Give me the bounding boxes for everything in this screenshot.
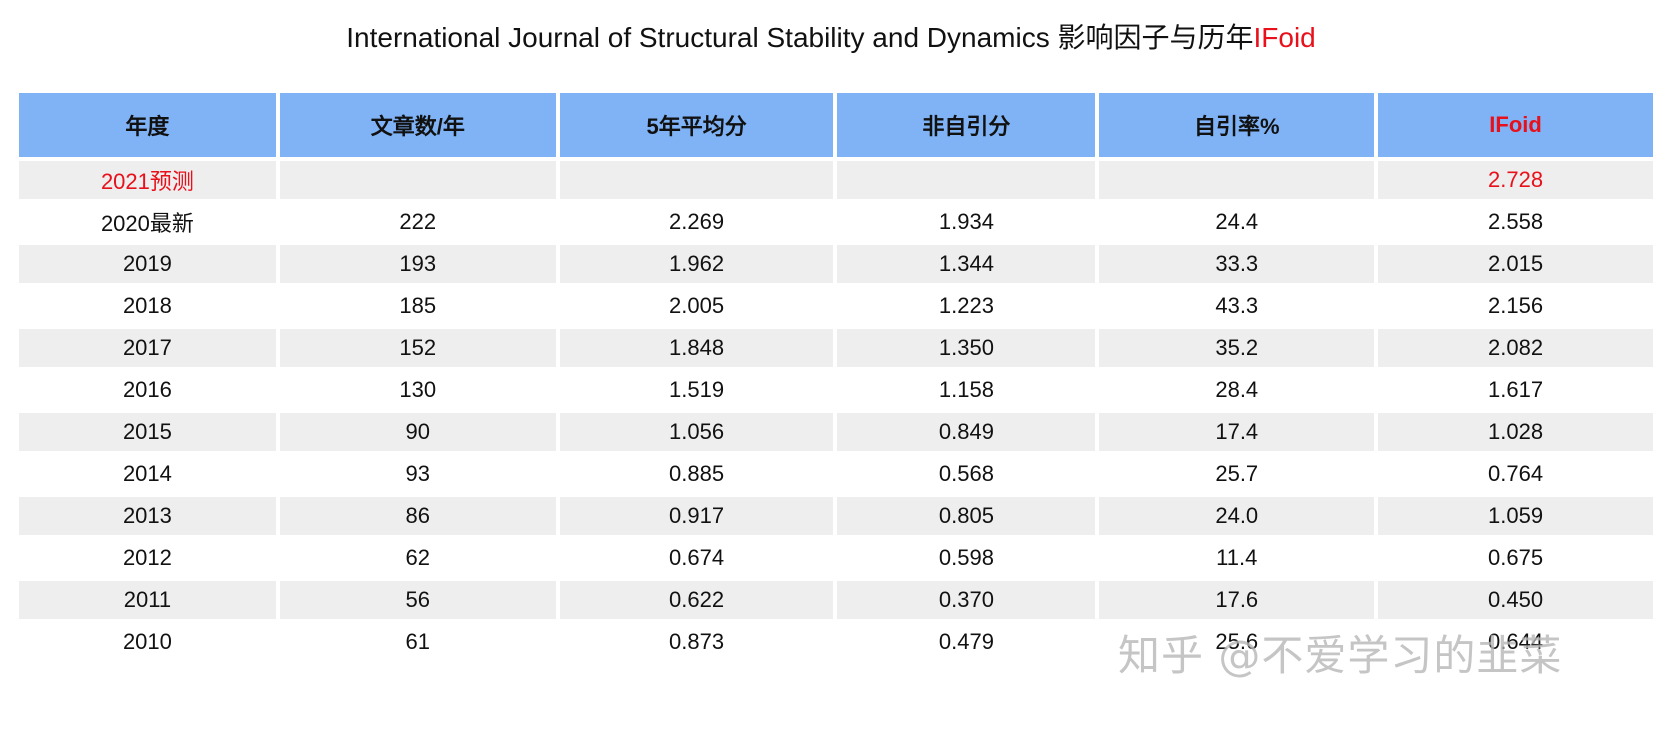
cell-articles: 130 — [275, 367, 560, 413]
cell-5yr-avg: 1.962 — [555, 241, 838, 287]
cell-articles: 185 — [275, 283, 560, 329]
cell-non-self-cite: 0.370 — [833, 577, 1100, 623]
table-row: 2010 61 0.873 0.479 25.6 0.644 — [15, 619, 1657, 665]
table-row: 2016 130 1.519 1.158 28.4 1.617 — [15, 367, 1657, 413]
column-header-ifoid: IFoid — [1374, 89, 1657, 161]
cell-year: 2013 — [15, 493, 280, 539]
cell-self-cite-rate: 25.7 — [1095, 451, 1379, 497]
column-header-self-cite-rate: 自引率% — [1095, 89, 1379, 161]
cell-5yr-avg: 0.917 — [555, 493, 838, 539]
cell-articles — [275, 157, 560, 203]
table-row: 2017 152 1.848 1.350 35.2 2.082 — [15, 325, 1657, 371]
cell-year: 2018 — [15, 283, 280, 329]
cell-non-self-cite: 1.934 — [833, 199, 1100, 245]
cell-articles: 152 — [275, 325, 560, 371]
cell-non-self-cite: 1.350 — [833, 325, 1100, 371]
cell-ifoid: 0.450 — [1374, 577, 1657, 623]
cell-5yr-avg: 2.269 — [555, 199, 838, 245]
cell-self-cite-rate: 25.6 — [1095, 619, 1379, 665]
cell-5yr-avg: 1.519 — [555, 367, 838, 413]
cell-self-cite-rate: 24.4 — [1095, 199, 1379, 245]
cell-non-self-cite: 0.849 — [833, 409, 1100, 455]
table-row: 2015 90 1.056 0.849 17.4 1.028 — [15, 409, 1657, 455]
column-header-non-self-cite: 非自引分 — [833, 89, 1100, 161]
cell-5yr-avg: 0.873 — [555, 619, 838, 665]
watermark: 知乎 @不爱学习的韭菜 — [1118, 631, 1563, 680]
table-row: 2014 93 0.885 0.568 25.7 0.764 — [15, 451, 1657, 497]
impact-factor-table: 年度 文章数/年 5年平均分 非自引分 自引率% IFoid 2021预测 2.7… — [15, 89, 1657, 665]
cell-self-cite-rate: 35.2 — [1095, 325, 1379, 371]
cell-5yr-avg: 2.005 — [555, 283, 838, 329]
cell-self-cite-rate: 11.4 — [1095, 535, 1379, 581]
cell-articles: 90 — [275, 409, 560, 455]
cell-non-self-cite: 1.223 — [833, 283, 1100, 329]
cell-year: 2016 — [15, 367, 280, 413]
cell-ifoid: 0.644 — [1374, 619, 1657, 665]
table-row: 2018 185 2.005 1.223 43.3 2.156 — [15, 283, 1657, 329]
cell-ifoid: 2.728 — [1374, 157, 1657, 203]
cell-articles: 222 — [275, 199, 560, 245]
cell-year: 2012 — [15, 535, 280, 581]
cell-non-self-cite: 0.568 — [833, 451, 1100, 497]
cell-self-cite-rate: 33.3 — [1095, 241, 1379, 287]
cell-ifoid: 0.764 — [1374, 451, 1657, 497]
cell-ifoid: 0.675 — [1374, 535, 1657, 581]
table-row: 2020最新 222 2.269 1.934 24.4 2.558 — [15, 199, 1657, 245]
cell-year: 2010 — [15, 619, 280, 665]
cell-ifoid: 1.059 — [1374, 493, 1657, 539]
cell-year: 2014 — [15, 451, 280, 497]
table-row: 2011 56 0.622 0.370 17.6 0.450 — [15, 577, 1657, 623]
cell-non-self-cite: 1.158 — [833, 367, 1100, 413]
cell-ifoid: 2.082 — [1374, 325, 1657, 371]
cell-year: 2021预测 — [15, 157, 280, 203]
column-header-articles: 文章数/年 — [275, 89, 560, 161]
cell-articles: 56 — [275, 577, 560, 623]
cell-self-cite-rate — [1095, 157, 1379, 203]
cell-self-cite-rate: 17.4 — [1095, 409, 1379, 455]
cell-non-self-cite: 0.479 — [833, 619, 1100, 665]
cell-year: 2020最新 — [15, 199, 280, 245]
cell-articles: 62 — [275, 535, 560, 581]
cell-year: 2011 — [15, 577, 280, 623]
cell-year: 2015 — [15, 409, 280, 455]
cell-articles: 93 — [275, 451, 560, 497]
cell-self-cite-rate: 17.6 — [1095, 577, 1379, 623]
cell-ifoid: 2.156 — [1374, 283, 1657, 329]
page-title-highlight: IFoid — [1253, 22, 1316, 53]
cell-non-self-cite: 1.344 — [833, 241, 1100, 287]
cell-self-cite-rate: 28.4 — [1095, 367, 1379, 413]
cell-5yr-avg: 0.674 — [555, 535, 838, 581]
cell-self-cite-rate: 24.0 — [1095, 493, 1379, 539]
page-title-main: International Journal of Structural Stab… — [346, 22, 1254, 53]
cell-5yr-avg: 1.056 — [555, 409, 838, 455]
cell-ifoid: 1.617 — [1374, 367, 1657, 413]
cell-5yr-avg: 0.622 — [555, 577, 838, 623]
cell-5yr-avg: 1.848 — [555, 325, 838, 371]
table-row: 2021预测 2.728 — [15, 157, 1657, 203]
table-body: 2021预测 2.728 2020最新 222 2.269 1.934 24.4 2.558 2… — [15, 157, 1657, 665]
cell-articles: 61 — [275, 619, 560, 665]
cell-5yr-avg: 0.885 — [555, 451, 838, 497]
table-row: 2012 62 0.674 0.598 11.4 0.675 — [15, 535, 1657, 581]
column-header-year: 年度 — [15, 89, 280, 161]
cell-year: 2017 — [15, 325, 280, 371]
cell-ifoid: 1.028 — [1374, 409, 1657, 455]
cell-year: 2019 — [15, 241, 280, 287]
cell-ifoid: 2.015 — [1374, 241, 1657, 287]
table-header-row: 年度 文章数/年 5年平均分 非自引分 自引率% IFoid — [15, 89, 1657, 161]
cell-articles: 86 — [275, 493, 560, 539]
cell-non-self-cite: 0.805 — [833, 493, 1100, 539]
cell-self-cite-rate: 43.3 — [1095, 283, 1379, 329]
cell-5yr-avg — [555, 157, 838, 203]
cell-non-self-cite — [833, 157, 1100, 203]
column-header-5yr-avg: 5年平均分 — [555, 89, 838, 161]
table-row: 2013 86 0.917 0.805 24.0 1.059 — [15, 493, 1657, 539]
page-title: International Journal of Structural Stab… — [0, 16, 1662, 56]
cell-articles: 193 — [275, 241, 560, 287]
table-row: 2019 193 1.962 1.344 33.3 2.015 — [15, 241, 1657, 287]
cell-non-self-cite: 0.598 — [833, 535, 1100, 581]
cell-ifoid: 2.558 — [1374, 199, 1657, 245]
